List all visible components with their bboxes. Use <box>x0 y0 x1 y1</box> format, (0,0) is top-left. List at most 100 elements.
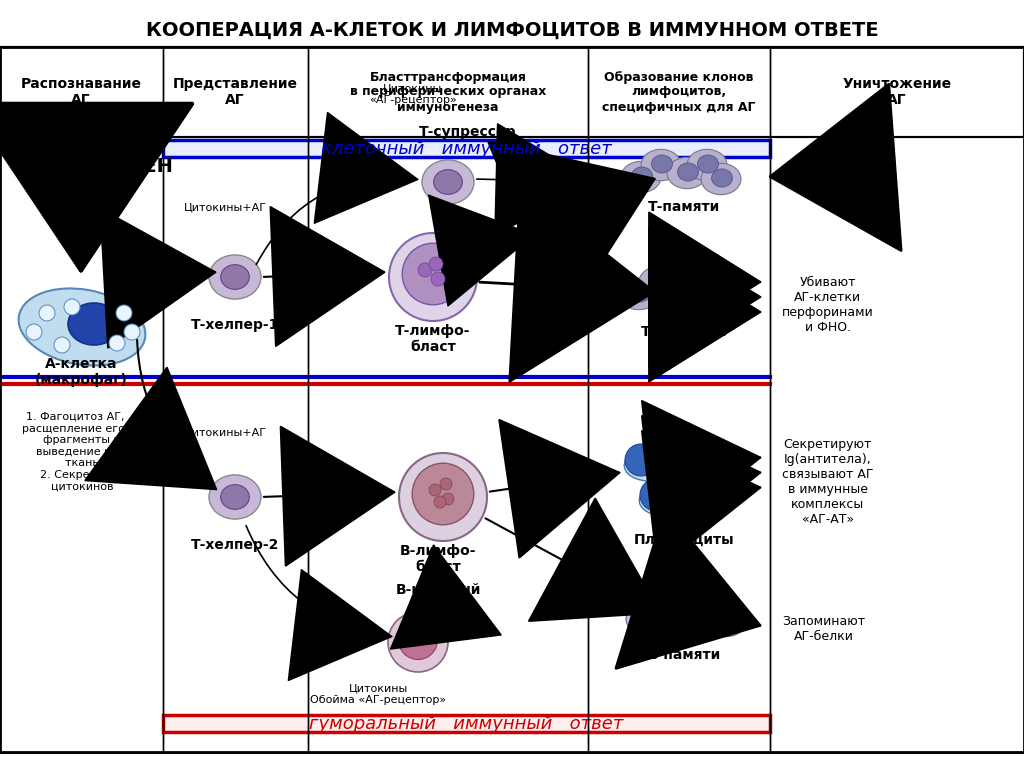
Ellipse shape <box>221 485 249 509</box>
Circle shape <box>398 621 437 660</box>
Ellipse shape <box>667 157 707 189</box>
Text: Цитокины
«АГ-рецептор»: Цитокины «АГ-рецептор» <box>369 83 457 105</box>
Circle shape <box>54 337 70 353</box>
Ellipse shape <box>659 453 729 492</box>
Text: Т-памяти: Т-памяти <box>648 200 720 214</box>
Text: Т-хелпер-2: Т-хелпер-2 <box>190 538 280 552</box>
Ellipse shape <box>712 169 732 187</box>
Circle shape <box>402 243 464 304</box>
Ellipse shape <box>209 255 261 299</box>
Ellipse shape <box>693 272 715 290</box>
Ellipse shape <box>697 155 719 173</box>
Ellipse shape <box>678 163 698 181</box>
Text: Секретируют
Ig(антитела),
связывают АГ
в иммунные
комплексы
«АГ-АТ»: Секретируют Ig(антитела), связывают АГ в… <box>782 438 873 526</box>
Text: Уничтожение
АГ: Уничтожение АГ <box>843 77 951 107</box>
Circle shape <box>63 299 80 315</box>
Text: Распознавание
АГ: Распознавание АГ <box>20 77 141 107</box>
Circle shape <box>625 444 657 476</box>
Ellipse shape <box>68 303 120 345</box>
Ellipse shape <box>656 598 678 616</box>
Ellipse shape <box>701 163 741 195</box>
Ellipse shape <box>626 604 666 634</box>
Circle shape <box>429 257 443 271</box>
Bar <box>163 140 770 157</box>
Text: КООПЕРАЦИЯ А-КЛЕТОК И ЛИМФОЦИТОВ В ИММУННОМ ОТВЕТЕ: КООПЕРАЦИЯ А-КЛЕТОК И ЛИМФОЦИТОВ В ИММУН… <box>145 21 879 39</box>
Circle shape <box>442 493 454 505</box>
Ellipse shape <box>625 443 694 482</box>
Ellipse shape <box>707 605 745 637</box>
Ellipse shape <box>683 266 723 298</box>
Text: Образование клонов
лимфоцитов,
специфичных для АГ: Образование клонов лимфоцитов, специфичн… <box>602 71 756 114</box>
Ellipse shape <box>209 475 261 519</box>
Ellipse shape <box>637 611 657 627</box>
Circle shape <box>399 453 487 541</box>
Ellipse shape <box>639 478 709 516</box>
Circle shape <box>388 612 449 672</box>
Text: Запоминают
АГ-белки: Запоминают АГ-белки <box>782 615 865 643</box>
Text: Представление
АГ: Представление АГ <box>172 77 298 107</box>
Ellipse shape <box>641 150 681 181</box>
Ellipse shape <box>700 598 722 616</box>
Ellipse shape <box>646 591 686 623</box>
Circle shape <box>440 478 452 490</box>
Text: Убивают
АГ-клетки
перфоринами
и ФНО.: Убивают АГ-клетки перфоринами и ФНО. <box>782 276 873 334</box>
Ellipse shape <box>621 161 660 193</box>
Ellipse shape <box>697 298 719 316</box>
Text: А-клетка
(макрофаг): А-клетка (макрофаг) <box>35 357 127 387</box>
Ellipse shape <box>651 155 673 173</box>
Bar <box>0 137 1024 752</box>
Ellipse shape <box>674 282 694 300</box>
Circle shape <box>418 263 432 277</box>
Ellipse shape <box>620 278 659 310</box>
Circle shape <box>660 454 692 486</box>
Text: Плазмоциты: Плазмоциты <box>634 533 734 547</box>
Circle shape <box>39 305 55 321</box>
Ellipse shape <box>717 613 737 630</box>
Text: Цитокины
Обойма «АГ-рецептор»: Цитокины Обойма «АГ-рецептор» <box>310 683 446 705</box>
Bar <box>163 715 770 732</box>
Text: Т-киллеры: Т-киллеры <box>641 325 727 339</box>
Text: В-памяти: В-памяти <box>647 648 721 662</box>
Bar <box>0 47 1024 137</box>
Ellipse shape <box>701 278 741 310</box>
Text: Цитокины+АГ: Цитокины+АГ <box>183 427 266 437</box>
Text: Цитокины+АГ: Цитокины+АГ <box>183 202 266 212</box>
Circle shape <box>26 324 42 340</box>
Ellipse shape <box>630 284 650 302</box>
Ellipse shape <box>687 150 727 181</box>
Circle shape <box>640 479 672 511</box>
Circle shape <box>116 305 132 321</box>
Text: гуморальный   иммунный   ответ: гуморальный иммунный ответ <box>309 715 624 733</box>
Circle shape <box>431 272 445 286</box>
Text: В-лимфо-
бласт: В-лимфо- бласт <box>399 544 476 574</box>
Text: В-наивный: В-наивный <box>395 583 480 597</box>
Text: АНТИГЕН: АНТИГЕН <box>71 157 174 176</box>
Ellipse shape <box>221 265 249 289</box>
Text: клеточный   иммунный   ответ: клеточный иммунный ответ <box>321 140 611 158</box>
Ellipse shape <box>649 272 671 290</box>
Circle shape <box>434 496 446 508</box>
Bar <box>0 47 1024 137</box>
Ellipse shape <box>632 167 652 185</box>
Ellipse shape <box>681 607 701 624</box>
Circle shape <box>124 324 140 340</box>
Ellipse shape <box>664 276 702 308</box>
Circle shape <box>413 463 474 525</box>
Text: Т-лимфо-
бласт: Т-лимфо- бласт <box>395 324 471 354</box>
Text: Запоминают
АГ-клетки: Запоминают АГ-клетки <box>782 163 865 191</box>
Text: Бласттрансформация
в периферических органах
иммуногенеза: Бласттрансформация в периферических орга… <box>350 71 546 114</box>
Ellipse shape <box>687 292 727 324</box>
Ellipse shape <box>712 284 732 302</box>
Circle shape <box>429 484 441 496</box>
Ellipse shape <box>422 160 474 204</box>
Circle shape <box>109 335 125 351</box>
Text: Т-хелпер-1: Т-хелпер-1 <box>190 318 280 332</box>
Ellipse shape <box>18 288 145 366</box>
Circle shape <box>389 233 477 321</box>
Text: Т-супрессор: Т-супрессор <box>419 125 517 139</box>
Ellipse shape <box>670 599 710 630</box>
Text: 1. Фагоцитоз АГ,
    расщепление его на
    фрагменты и
    выведение их в
    т: 1. Фагоцитоз АГ, расщепление его на фраг… <box>8 412 142 492</box>
Ellipse shape <box>639 266 679 298</box>
Ellipse shape <box>434 170 462 194</box>
Ellipse shape <box>690 591 730 623</box>
